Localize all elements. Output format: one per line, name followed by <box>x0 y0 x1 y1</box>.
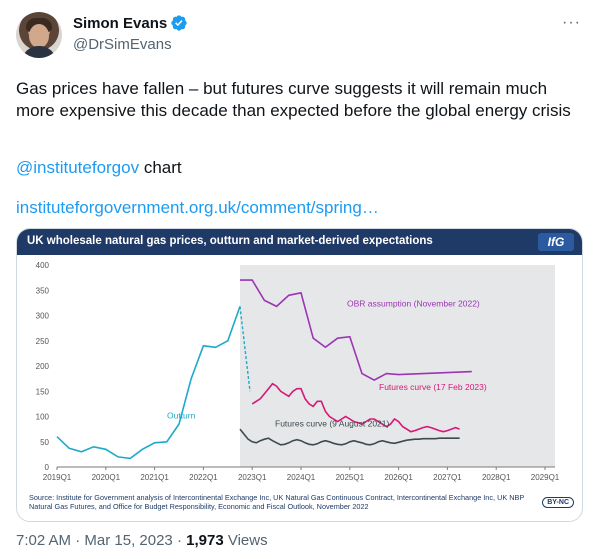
x-tick-label: 2022Q1 <box>189 473 218 482</box>
mention-suffix: chart <box>139 158 182 177</box>
y-tick-label: 400 <box>36 261 50 270</box>
x-tick-label: 2024Q1 <box>287 473 316 482</box>
avatar[interactable] <box>16 12 62 58</box>
tweet-text: Gas prices have fallen – but futures cur… <box>16 78 576 122</box>
y-tick-label: 0 <box>45 463 50 472</box>
y-tick-label: 50 <box>40 438 49 447</box>
annotation-outturn: Outturn <box>167 411 196 421</box>
views-count: 1,973 <box>186 532 224 549</box>
outturn-line <box>56 306 241 460</box>
x-tick-label: 2023Q1 <box>238 473 267 482</box>
y-tick-label: 300 <box>36 312 50 321</box>
x-tick-label: 2026Q1 <box>384 473 413 482</box>
article-link[interactable]: instituteforgovernment.org.uk/comment/sp… <box>16 198 379 217</box>
tweet-meta: 7:02 AM · Mar 15, 2023 · 1,973 Views <box>16 532 268 549</box>
meta-sep-2: · <box>172 532 187 549</box>
y-tick-label: 350 <box>36 286 50 295</box>
y-tick-label: 200 <box>36 362 50 371</box>
x-tick-label: 2028Q1 <box>482 473 511 482</box>
x-tick-label: 2021Q1 <box>140 473 169 482</box>
annotation-obr: OBR assumption (November 2022) <box>347 298 480 308</box>
mention-line: @institutefor­gov chart <box>16 158 182 178</box>
obr-assumption-line <box>240 279 472 382</box>
chart-source: Source: Institute for Government analysi… <box>29 493 525 511</box>
handle[interactable]: @DrSimEvans <box>73 36 172 53</box>
forecast-shade <box>240 265 555 467</box>
x-tick-label: 2019Q1 <box>43 473 72 482</box>
futures-aug-2021-line <box>239 428 460 446</box>
display-name[interactable]: Simon Evans <box>73 14 168 32</box>
y-tick-label: 250 <box>36 337 50 346</box>
cc-license-badge: BY-NC <box>542 497 574 508</box>
tweet-header: Simon Evans @DrSimEvans ··· <box>16 12 581 60</box>
outturn-connector-dashed <box>239 306 251 392</box>
tweet-date[interactable]: Mar 15, 2023 <box>84 532 173 549</box>
meta-sep: · <box>71 532 85 549</box>
annotation-futures-feb: Futures curve (17 Feb 2023) <box>379 382 487 392</box>
ifg-logo: IfG <box>538 233 574 251</box>
tweet-time[interactable]: 7:02 AM <box>16 532 72 549</box>
x-tick-label: 2029Q1 <box>531 473 560 482</box>
tweet-body: Gas prices have fallen – but futures cur… <box>16 79 571 120</box>
y-tick-label: 100 <box>36 413 50 422</box>
chart-title: UK wholesale natural gas prices, outturn… <box>27 235 433 247</box>
annotation-futures-aug: Futures curve (9 August 2021) <box>275 419 390 429</box>
line-chart: 0 50 100 150 200 250 300 350 400 2019Q1 2020Q1 2021… <box>36 261 560 482</box>
futures-feb-2023-line <box>251 382 460 433</box>
views-label: Views <box>223 532 268 549</box>
author-name-row[interactable]: Simon Evans <box>73 14 188 32</box>
chart-title-bar: UK wholesale natural gas prices, outturn… <box>17 229 582 255</box>
x-tick-label: 2025Q1 <box>336 473 365 482</box>
mention-link[interactable]: @institutefor­gov <box>16 158 140 177</box>
chart-image[interactable]: UK wholesale natural gas prices, outturn… <box>16 228 583 522</box>
url-line: instituteforgovernment.org.uk/comment/sp… <box>16 198 379 218</box>
x-tick-label: 2020Q1 <box>92 473 121 482</box>
more-options-icon[interactable]: ··· <box>562 14 581 31</box>
x-tick-label: 2027Q1 <box>433 473 462 482</box>
y-tick-label: 150 <box>36 387 50 396</box>
verified-badge-icon <box>171 15 187 31</box>
